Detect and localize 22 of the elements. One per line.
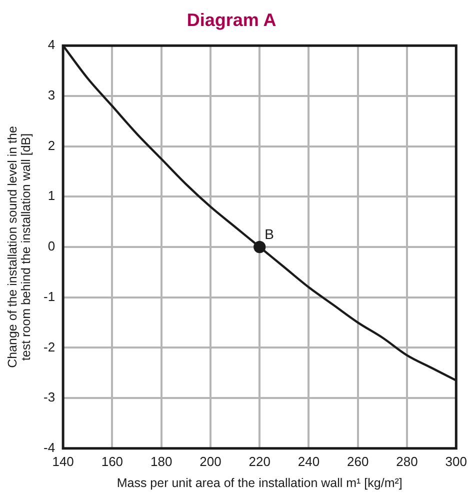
y-tick-label: 4 (48, 37, 56, 52)
x-tick-label: 280 (396, 454, 418, 469)
y-tick-label: 1 (48, 188, 56, 204)
x-tick-label: 300 (445, 454, 468, 469)
y-tick-label: -4 (43, 440, 56, 455)
x-tick-label: 240 (298, 454, 320, 469)
x-tick-label: 260 (347, 454, 369, 469)
x-tick-label: 220 (248, 454, 270, 469)
x-axis-title: Mass per unit area of the installation wall m¹ [kg/m²] (116, 476, 402, 490)
chart-title: Diagram A (186, 10, 276, 30)
y-tick-label: -2 (43, 339, 56, 354)
y-tick-label: -3 (43, 390, 56, 405)
x-tick-label: 160 (101, 454, 124, 469)
y-tick-label: 0 (48, 238, 56, 254)
y-axis-title: Change of the installation sound level in the test room behind the installation wall [dB] (5, 126, 34, 368)
annotation: B (264, 226, 274, 242)
x-tick-label: 200 (200, 454, 222, 469)
y-tick-label: 2 (48, 138, 56, 153)
x-tick-label: 140 (52, 454, 74, 469)
x-tick-label: 180 (150, 454, 172, 469)
y-tick-label: 3 (48, 88, 56, 103)
y-tick-label: -1 (43, 288, 56, 304)
